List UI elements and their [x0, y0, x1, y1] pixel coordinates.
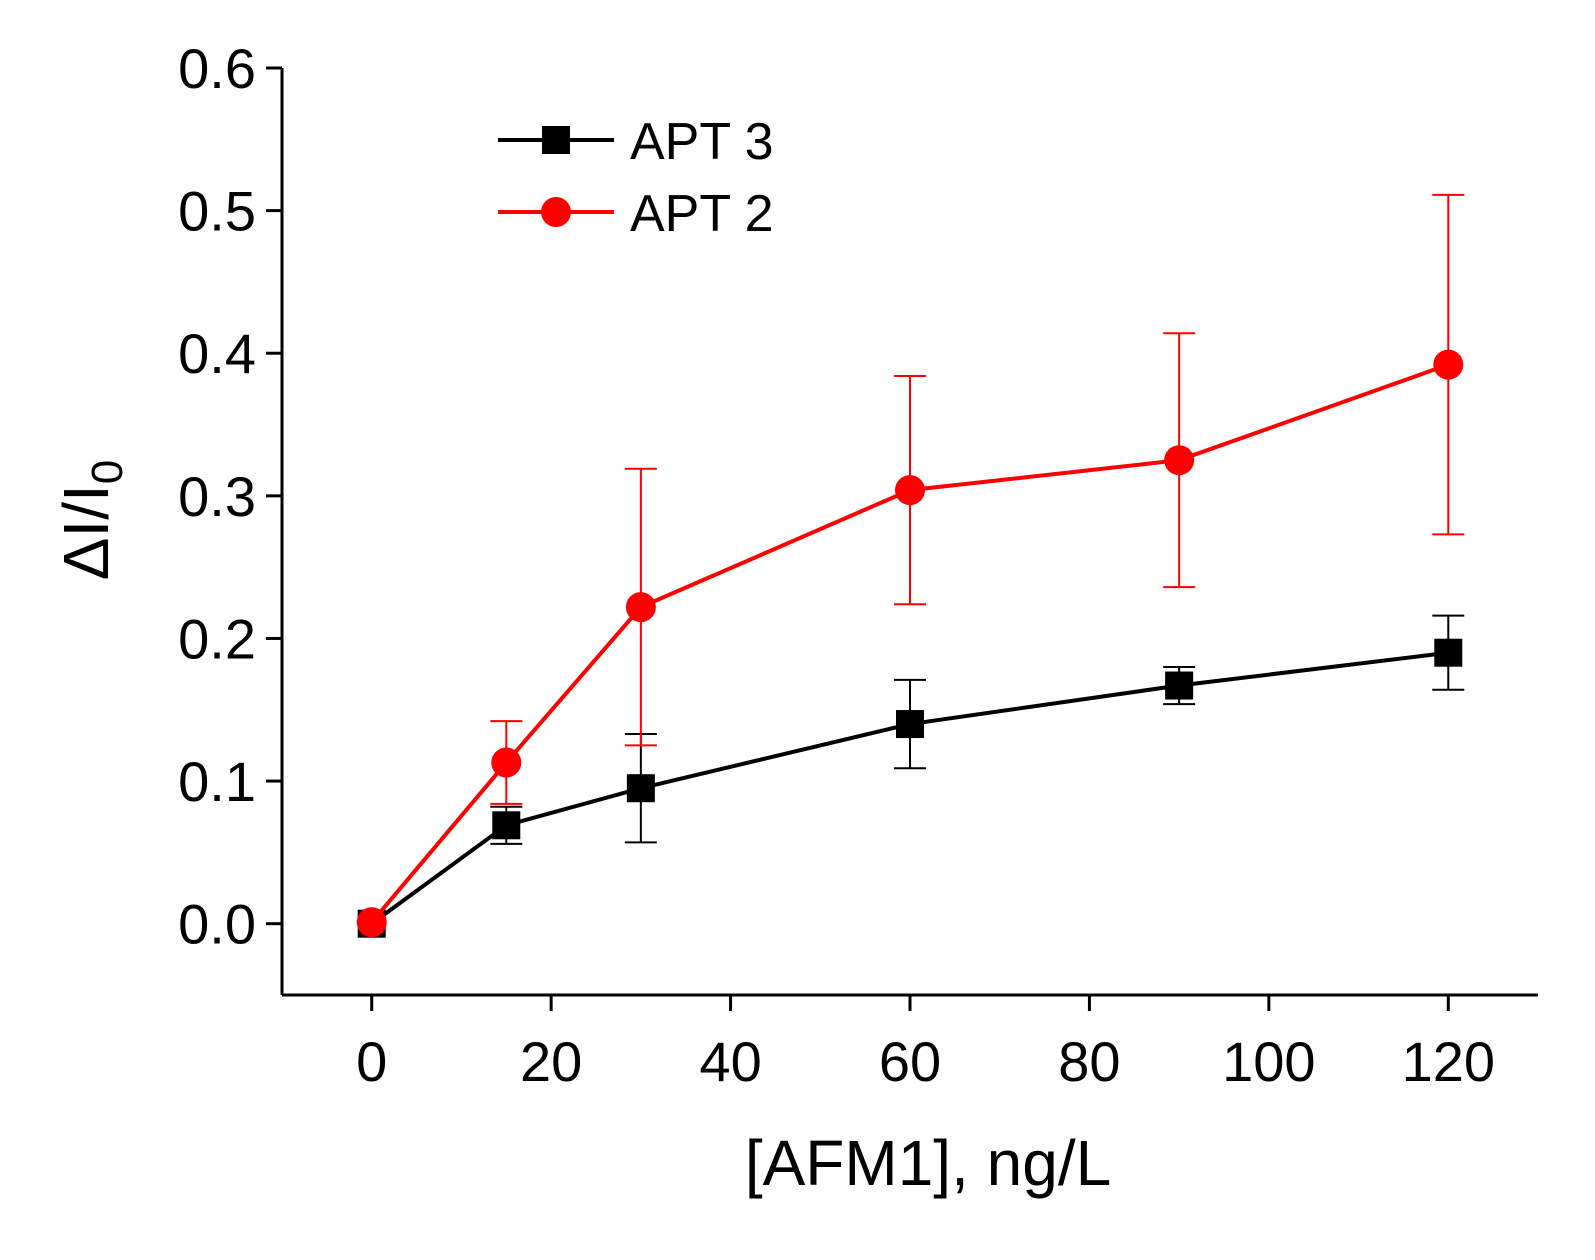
data-point [1433, 349, 1464, 380]
data-point [626, 774, 655, 803]
y-tick-label: 0.6 [178, 37, 256, 100]
data-point [356, 907, 387, 938]
data-point [1164, 445, 1195, 476]
x-tick-label: 0 [356, 1030, 387, 1093]
series-line [370, 362, 1449, 924]
y-axis-title-main: ΔI/I [50, 484, 122, 580]
x-tick-label: 100 [1222, 1030, 1315, 1093]
legend-label: APT 3 [630, 113, 774, 171]
x-tick-label: 40 [699, 1030, 761, 1093]
data-point [1434, 638, 1463, 667]
axes: 0.0 0.1 0.2 0.3 0.4 0.5 0.6 0 20 40 60 80 100 120 [178, 37, 1538, 1093]
series-line [370, 650, 1449, 926]
y-tick-label: 0.1 [178, 750, 256, 813]
legend-item-apt-2: APT 2 [498, 185, 774, 243]
series-apt-3 [357, 614, 1465, 938]
y-tick-label: 0.2 [178, 607, 256, 670]
series-layer [356, 193, 1465, 938]
data-point [492, 811, 521, 840]
legend-item-apt-3: APT 3 [498, 113, 774, 171]
x-tick-label: 60 [879, 1030, 941, 1093]
data-point [491, 747, 522, 778]
data-point [896, 710, 924, 739]
x-tick-label: 120 [1402, 1030, 1495, 1093]
data-point [895, 475, 925, 506]
x-tick-label: 80 [1058, 1030, 1120, 1093]
x-axis-title: [AFM1], ng/L [745, 1127, 1111, 1199]
y-tick-label: 0.0 [178, 893, 256, 956]
y-tick-label: 0.5 [178, 180, 256, 243]
series-apt-2 [356, 193, 1465, 938]
legend-label: APT 2 [630, 185, 774, 243]
y-axis-title: ΔI/I0 [50, 460, 132, 581]
data-point [1165, 671, 1194, 700]
y-tick-label: 0.3 [178, 465, 256, 528]
legend: APT 3 APT 2 [498, 113, 774, 243]
legend-marker [541, 197, 571, 227]
data-point [625, 592, 656, 623]
y-axis-title-subscript: 0 [83, 460, 132, 484]
svg-text:ΔI/I0: ΔI/I0 [50, 460, 132, 581]
legend-marker [542, 126, 570, 154]
x-tick-label: 20 [520, 1030, 582, 1093]
y-tick-label: 0.4 [178, 322, 256, 385]
